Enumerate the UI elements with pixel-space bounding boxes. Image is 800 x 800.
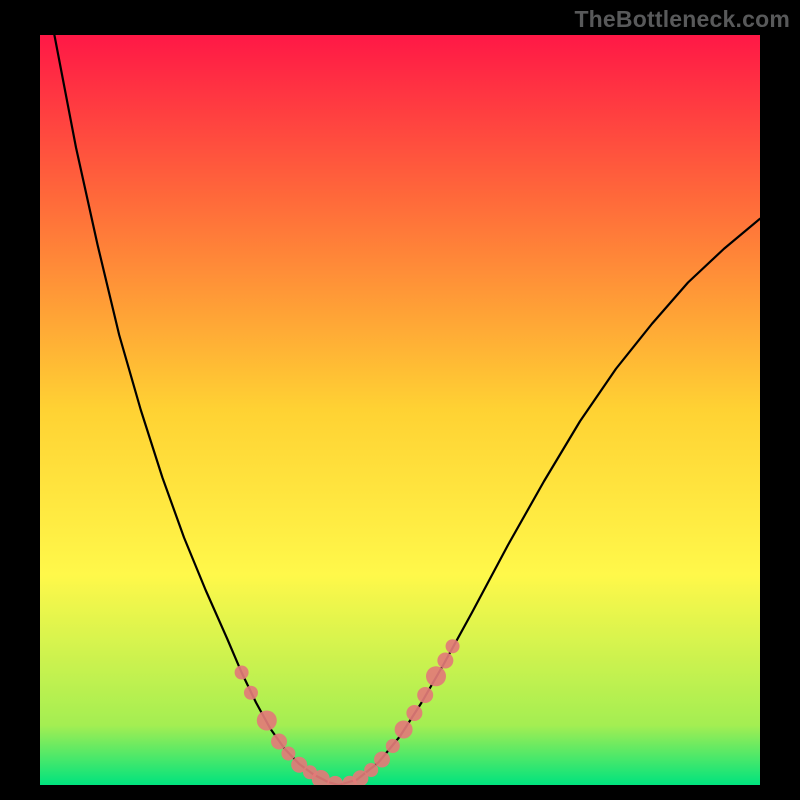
marker-point — [257, 711, 277, 731]
marker-point — [271, 734, 287, 750]
marker-point — [364, 763, 378, 777]
marker-point — [281, 747, 295, 761]
marker-point — [386, 739, 400, 753]
bottleneck-chart — [40, 35, 760, 785]
marker-point — [426, 666, 446, 686]
marker-point — [244, 686, 258, 700]
marker-point — [446, 639, 460, 653]
marker-point — [374, 752, 390, 768]
marker-point — [417, 687, 433, 703]
chart-background — [40, 35, 760, 785]
marker-point — [235, 666, 249, 680]
marker-point — [437, 653, 453, 669]
watermark-text: TheBottleneck.com — [574, 6, 790, 33]
canvas: TheBottleneck.com — [0, 0, 800, 800]
marker-point — [395, 721, 413, 739]
marker-point — [406, 705, 422, 721]
